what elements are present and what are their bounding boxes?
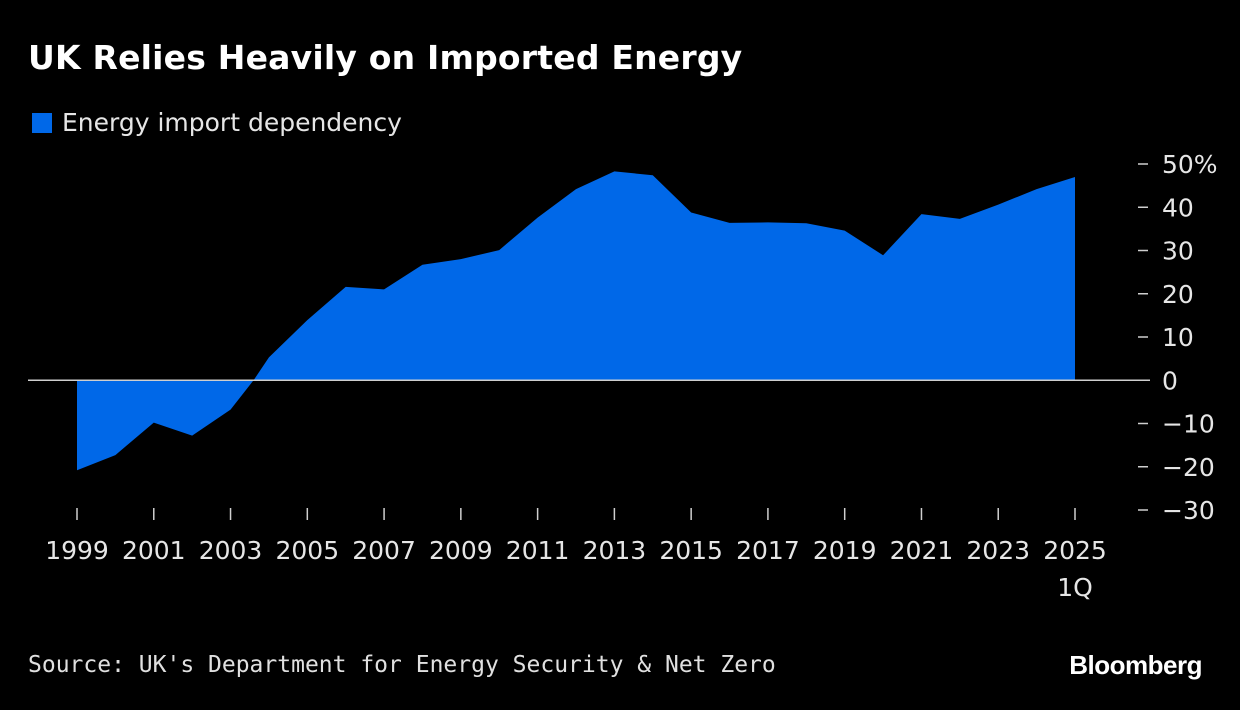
x-tick-label: 2001 — [122, 536, 186, 565]
y-tick-label: 50% — [1162, 150, 1218, 179]
x-tick-sublabel: 1Q — [1057, 573, 1093, 602]
x-tick-label: 2015 — [659, 536, 723, 565]
chart-area: 50% 40 30 20 10 0 −10 −20 −30 1999 2001 2003 2005 200… — [28, 150, 1218, 602]
legend-swatch — [32, 112, 52, 133]
y-tick-label: −10 — [1162, 410, 1215, 439]
x-tick-label: 2025 — [1043, 536, 1107, 565]
y-tick-label: 40 — [1162, 193, 1194, 222]
y-tick-label: 0 — [1162, 366, 1178, 395]
x-tick-label: 2011 — [506, 536, 570, 565]
x-tick-label: 2003 — [199, 536, 263, 565]
x-tick-label: 2019 — [813, 536, 877, 565]
chart-title: UK Relies Heavily on Imported Energy — [28, 38, 743, 77]
bloomberg-logo: Bloomberg — [1069, 650, 1202, 680]
y-tick-label: 20 — [1162, 280, 1194, 309]
series-area — [77, 171, 1075, 471]
legend-label: Energy import dependency — [62, 108, 402, 137]
y-tick-label: −20 — [1162, 453, 1215, 482]
y-tick-label: −30 — [1162, 496, 1215, 525]
y-tick-label: 10 — [1162, 323, 1194, 352]
source-note: Source: UK's Department for Energy Secur… — [28, 652, 776, 678]
x-tick-label: 1999 — [45, 536, 109, 565]
x-tick-label: 2005 — [275, 536, 339, 565]
legend: Energy import dependency — [32, 108, 402, 137]
y-tick-label: 30 — [1162, 237, 1194, 266]
x-tick-label: 2017 — [736, 536, 800, 565]
x-tick-label: 2013 — [583, 536, 647, 565]
x-tick-label: 2007 — [352, 536, 416, 565]
x-tick-label: 2021 — [890, 536, 954, 565]
x-tick-label: 2009 — [429, 536, 493, 565]
x-tick-label: 2023 — [966, 536, 1030, 565]
